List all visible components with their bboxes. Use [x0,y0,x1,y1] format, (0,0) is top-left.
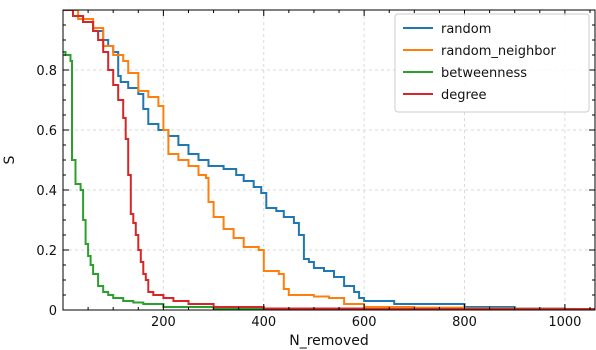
legend-label: random_neighbor [441,44,556,59]
x-tick-label: 200 [151,315,176,330]
y-tick-label: 0.2 [36,244,57,259]
legend-label: betweenness [441,66,527,81]
legend-label: degree [441,88,487,103]
x-axis-label: N_removed [289,333,369,349]
y-tick-label: 0.8 [36,64,57,79]
x-tick-label: 400 [251,315,276,330]
y-tick-label: 0 [49,304,57,319]
series-line-betweenness [63,51,595,310]
series-layer [63,10,595,310]
series-line-degree [63,10,595,310]
series-line-random [63,10,595,310]
legend-box [394,13,590,113]
axis-ticks: 200 400 600 800 1000 0 0.2 0.4 0.6 0.8 [36,10,595,330]
x-tick-label: 800 [452,315,477,330]
y-tick-label: 0.6 [36,124,57,139]
series-line-random-neighbor [63,10,595,310]
y-axis-label: S [2,155,18,164]
x-tick-label: 1000 [548,315,581,330]
y-tick-label: 0.4 [36,184,57,199]
legend-label: random [441,22,491,37]
legend: random random_neighbor betweenness degree [394,13,590,113]
x-tick-label: 600 [352,315,377,330]
